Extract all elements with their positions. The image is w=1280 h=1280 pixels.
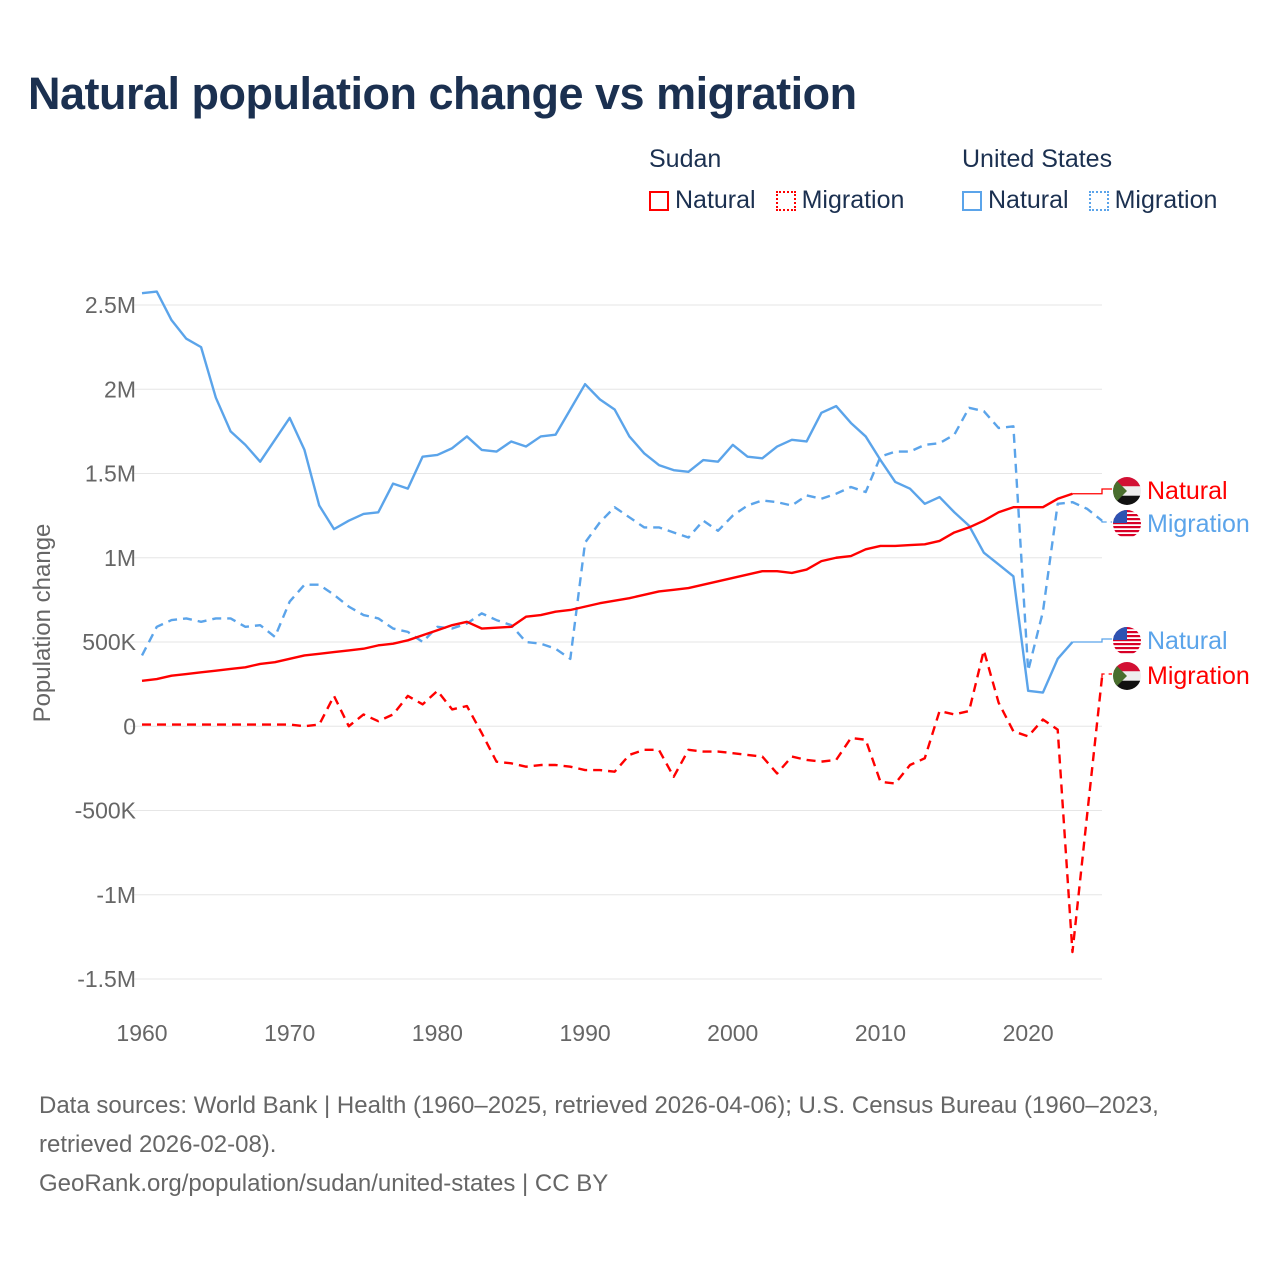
legend-label: Natural <box>675 186 756 214</box>
x-tick-label: 2020 <box>1003 1020 1054 1046</box>
us-flag-icon <box>1113 627 1141 654</box>
label-connector <box>1072 488 1112 495</box>
flag-stripe <box>1113 639 1141 642</box>
y-tick-label: 1M <box>104 545 136 571</box>
flag-stripe <box>1113 680 1141 690</box>
data-sources: Data sources: World Bank | Health (1960–… <box>39 1092 1159 1158</box>
legend-item-sudan-natural[interactable]: Natural <box>649 186 756 215</box>
y-axis-label: Population change <box>29 524 56 723</box>
label-connector <box>1101 673 1112 678</box>
us-flag-icon <box>1113 510 1141 537</box>
x-tick-label: 1970 <box>264 1020 315 1046</box>
flag-stripe <box>1113 643 1141 646</box>
label-connector <box>1072 638 1112 643</box>
series-end-label: Migration <box>1147 510 1250 538</box>
y-tick-label: 2M <box>104 376 136 402</box>
legend-label: Natural <box>988 186 1069 214</box>
legend-label: Migration <box>1114 186 1218 214</box>
flag-clip <box>1113 477 1141 505</box>
sudan-flag-icon <box>1113 477 1141 505</box>
x-tick-label: 1960 <box>116 1020 167 1046</box>
flag-canton <box>1113 627 1127 640</box>
flag-stripe <box>1113 477 1141 487</box>
flag-stripe <box>1113 651 1141 654</box>
legend-swatch-solid <box>962 190 982 211</box>
y-tick-label: 0 <box>123 713 136 739</box>
x-tick-label: 2000 <box>707 1020 758 1046</box>
flag-stripe <box>1113 495 1141 505</box>
footer: Data sources: World Bank | Health (1960–… <box>39 1086 1249 1203</box>
flag-triangle <box>1113 477 1127 505</box>
flag-clip <box>1113 627 1141 654</box>
flag-stripe <box>1113 647 1141 650</box>
y-tick-label: 2.5M <box>85 292 136 318</box>
legend-group-united-states: United States Natural Migration <box>962 145 1217 215</box>
label-connector <box>1101 520 1112 523</box>
flag-clip <box>1113 662 1141 690</box>
legend-label: Migration <box>801 186 905 214</box>
series-end-label: Natural <box>1147 627 1228 655</box>
flag-stripe <box>1113 662 1141 672</box>
y-tick-label: 500K <box>82 629 136 655</box>
x-tick-label: 2010 <box>855 1020 906 1046</box>
series-line-united-states-migration <box>140 406 1103 672</box>
x-tick-label: 1990 <box>559 1020 610 1046</box>
series-end-label: Migration <box>1147 662 1250 690</box>
y-tick-label: -500K <box>75 798 137 824</box>
series-end-label: Natural <box>1147 477 1228 505</box>
flag-stripe <box>1113 530 1141 533</box>
flag-stripe <box>1113 534 1141 537</box>
flag-canton <box>1113 510 1127 523</box>
y-tick-label: -1.5M <box>77 966 136 992</box>
legend-group-title: Sudan <box>649 145 722 173</box>
legend-group-sudan: Sudan Natural Migration <box>649 145 904 215</box>
flag-stripe <box>1113 526 1141 529</box>
series-line-united-states-natural <box>141 290 1074 694</box>
legend-swatch-dotted <box>1088 190 1109 211</box>
series-line-sudan-natural <box>141 492 1073 682</box>
flag-clip <box>1113 510 1141 537</box>
y-tick-label: -1M <box>96 882 136 908</box>
chart-title: Natural population change vs migration <box>28 68 857 119</box>
series-line-sudan-migration <box>142 649 1104 954</box>
legend-group-title: United States <box>962 145 1113 173</box>
source-link[interactable]: GeoRank.org/population/sudan/united-stat… <box>39 1170 609 1197</box>
legend-item-us-natural[interactable]: Natural <box>962 186 1069 215</box>
flag-stripe <box>1113 522 1141 525</box>
sudan-flag-icon <box>1113 662 1141 690</box>
legend-swatch-solid <box>649 190 669 211</box>
legend-item-sudan-migration[interactable]: Migration <box>775 186 905 215</box>
legend-item-us-migration[interactable]: Migration <box>1088 186 1218 215</box>
x-tick-label: 1980 <box>412 1020 463 1046</box>
y-tick-label: 1.5M <box>85 461 136 487</box>
legend-swatch-dotted <box>775 190 796 211</box>
flag-triangle <box>1113 662 1127 690</box>
